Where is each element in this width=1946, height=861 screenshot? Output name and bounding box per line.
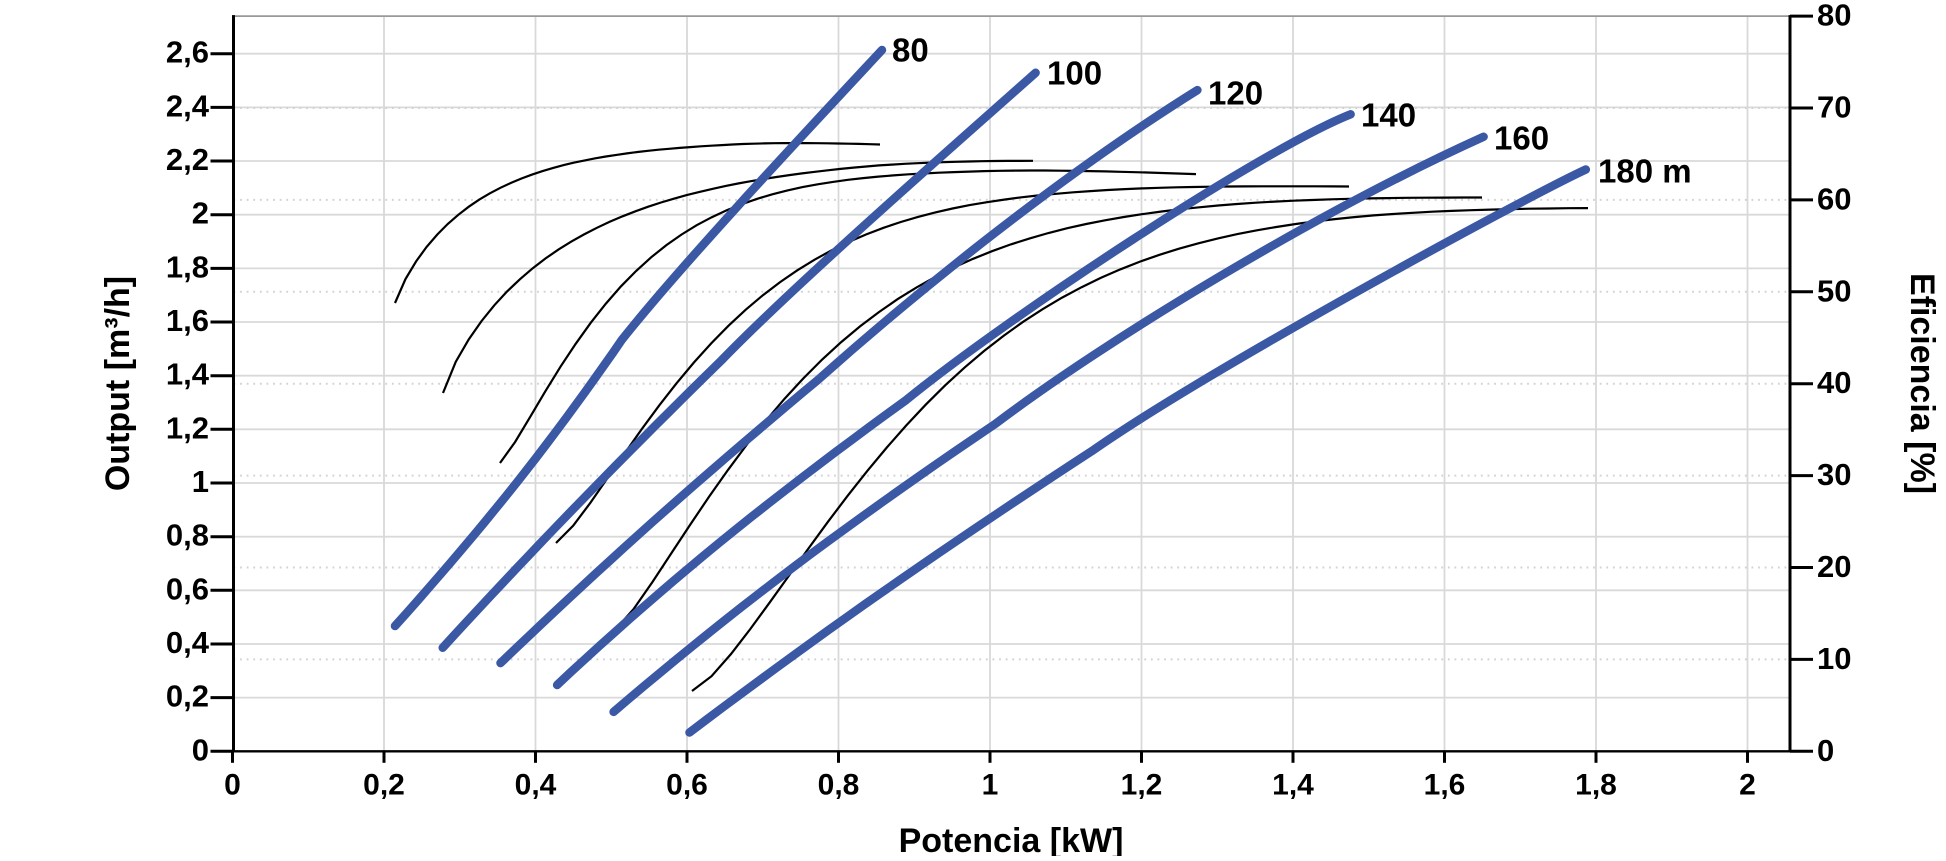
svg-text:1,4: 1,4	[166, 357, 210, 392]
svg-text:2: 2	[192, 196, 209, 231]
svg-text:0,4: 0,4	[515, 769, 557, 802]
svg-text:0: 0	[192, 732, 209, 767]
svg-text:2,2: 2,2	[166, 142, 209, 177]
svg-text:1,2: 1,2	[1121, 769, 1163, 802]
svg-text:180 m: 180 m	[1598, 153, 1692, 190]
svg-text:0,2: 0,2	[166, 679, 209, 714]
svg-text:20: 20	[1817, 549, 1851, 584]
svg-text:1,4: 1,4	[1272, 769, 1314, 802]
svg-text:Potencia [kW]: Potencia [kW]	[899, 822, 1124, 856]
svg-text:1: 1	[192, 464, 209, 499]
svg-text:2,4: 2,4	[166, 88, 210, 123]
svg-text:2,6: 2,6	[166, 35, 209, 70]
svg-text:0,8: 0,8	[818, 769, 860, 802]
svg-text:100: 100	[1047, 55, 1102, 92]
svg-text:1,8: 1,8	[1575, 769, 1617, 802]
svg-text:1: 1	[982, 769, 999, 802]
svg-text:60: 60	[1817, 181, 1851, 216]
svg-text:Eficiencia [%]: Eficiencia [%]	[1903, 273, 1941, 494]
svg-text:1,6: 1,6	[1424, 769, 1466, 802]
svg-text:0,6: 0,6	[166, 571, 209, 606]
svg-text:0,8: 0,8	[166, 518, 209, 553]
svg-text:2: 2	[1739, 769, 1756, 802]
svg-text:0: 0	[1817, 733, 1834, 768]
svg-text:0: 0	[224, 769, 241, 802]
svg-text:80: 80	[892, 32, 929, 69]
svg-text:160: 160	[1494, 120, 1549, 157]
svg-text:70: 70	[1817, 90, 1851, 125]
svg-text:0,4: 0,4	[166, 625, 210, 660]
svg-text:30: 30	[1817, 457, 1851, 492]
svg-text:50: 50	[1817, 273, 1851, 308]
svg-text:0,2: 0,2	[363, 769, 405, 802]
svg-text:1,8: 1,8	[166, 249, 209, 284]
svg-text:120: 120	[1208, 75, 1263, 112]
svg-text:0,6: 0,6	[666, 769, 708, 802]
svg-text:1,2: 1,2	[166, 410, 209, 445]
svg-text:Output [m³/h]: Output [m³/h]	[99, 276, 137, 491]
svg-text:80: 80	[1817, 0, 1851, 33]
svg-text:10: 10	[1817, 641, 1851, 676]
svg-text:1,6: 1,6	[166, 303, 209, 338]
svg-text:40: 40	[1817, 365, 1851, 400]
svg-text:140: 140	[1361, 97, 1416, 134]
